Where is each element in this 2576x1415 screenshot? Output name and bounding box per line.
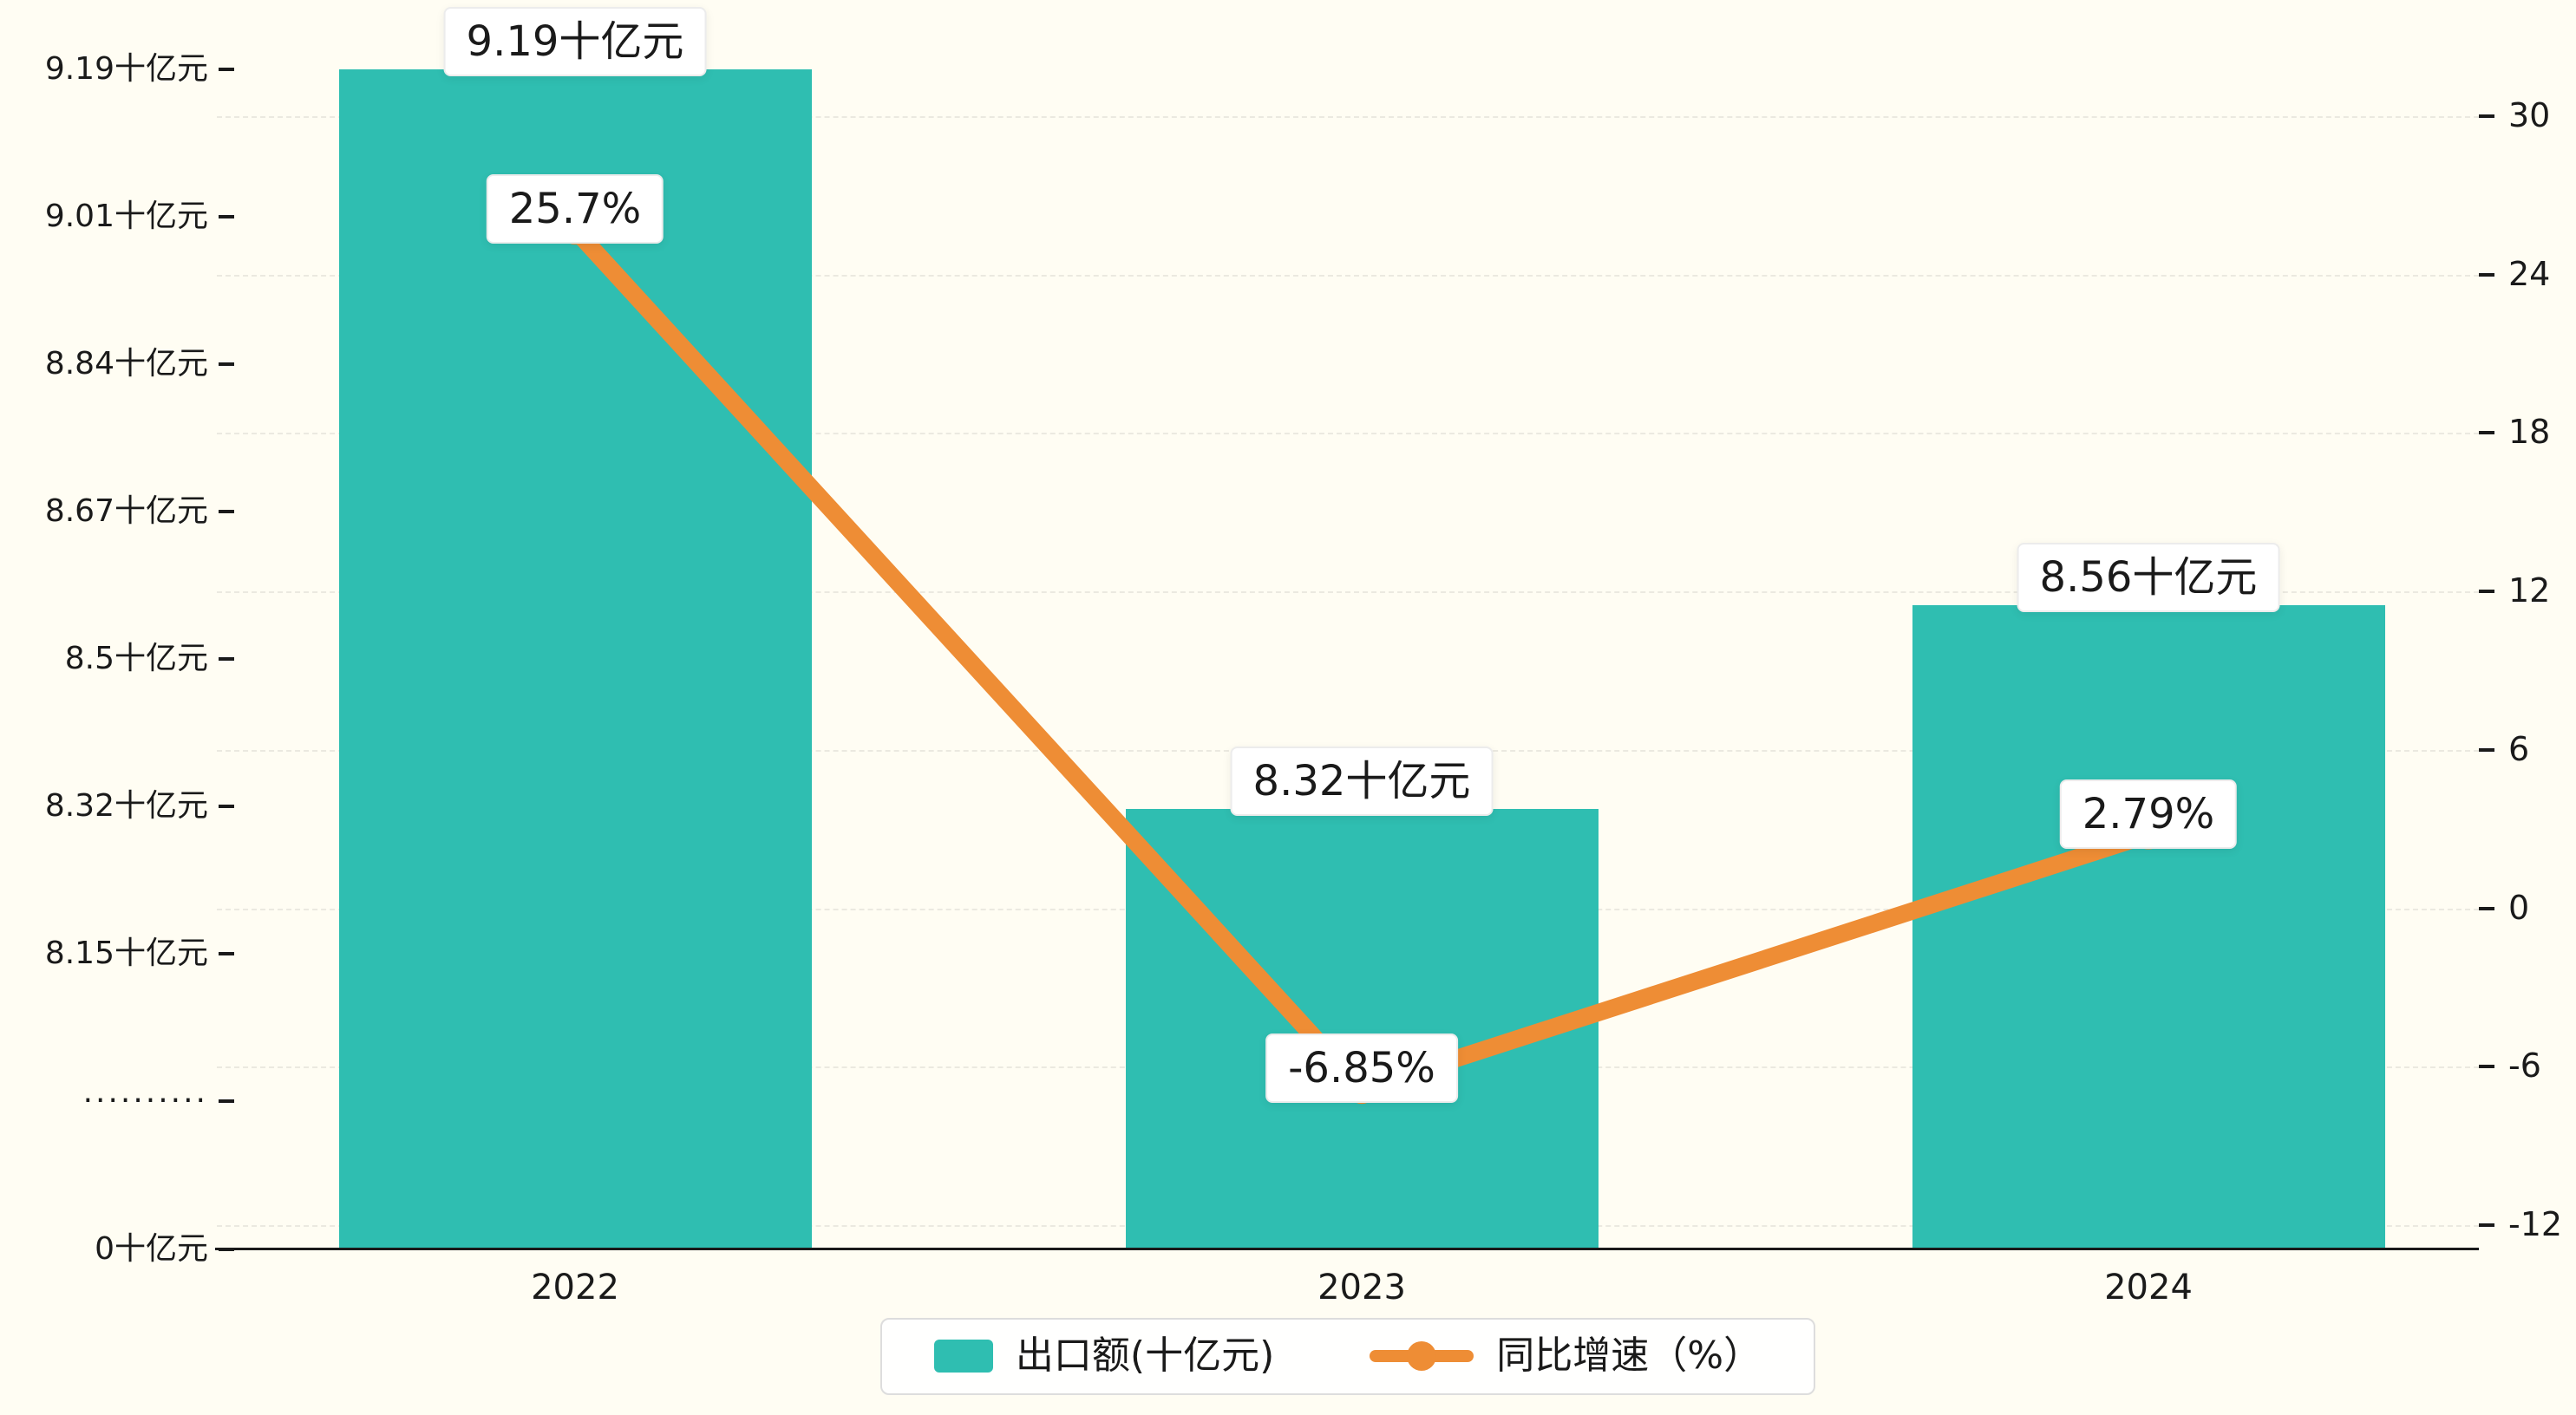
- legend: 出口额(十亿元) 同比增速（%）: [879, 1318, 1816, 1395]
- y-axis-right-tick-mark: [2479, 273, 2494, 277]
- x-axis-tick-label: 2023: [1317, 1268, 1406, 1307]
- x-axis-line: [215, 1248, 2479, 1250]
- y-axis-right-tick-label: 18: [2508, 413, 2551, 451]
- y-axis-left-tick-label: 8.5十亿元: [64, 641, 208, 676]
- y-axis-left-tick-label: 8.67十亿元: [44, 493, 208, 529]
- y-axis-right-tick-mark: [2479, 907, 2494, 910]
- growth-value-label: 2.79%: [2059, 779, 2238, 849]
- y-axis-left-tick-mark: [219, 510, 234, 513]
- bar-value-label: 8.32十亿元: [1230, 747, 1494, 817]
- line-series-marker-icon: [1407, 1341, 1437, 1372]
- y-axis-left-tick-label: 8.15十亿元: [44, 936, 208, 971]
- x-axis-tick-label: 2022: [531, 1268, 619, 1307]
- legend-label-growth: 同比增速（%）: [1496, 1333, 1762, 1378]
- growth-value-label: 25.7%: [486, 174, 664, 245]
- legend-item-export: 出口额(十亿元): [933, 1333, 1275, 1379]
- y-axis-left-tick-mark: [219, 215, 234, 218]
- legend-wrap: 出口额(十亿元) 同比增速（%）: [217, 1318, 2479, 1395]
- y-axis-left-tick-mark: [219, 68, 234, 71]
- gridline: [217, 116, 2479, 118]
- y-axis-right-tick-mark: [2479, 431, 2494, 434]
- y-axis-right-tick-label: 0: [2508, 889, 2530, 927]
- y-axis-left-tick-label: 8.84十亿元: [44, 346, 208, 381]
- y-axis-right-tick-label: 6: [2508, 730, 2530, 768]
- x-axis-tick-label: 2024: [2104, 1268, 2193, 1307]
- y-axis-right-tick-mark: [2479, 748, 2494, 752]
- y-axis-right-tick-mark: [2479, 1065, 2494, 1068]
- y-axis-left-tick-mark: [219, 362, 234, 366]
- bar-value-label: 8.56十亿元: [2017, 542, 2280, 612]
- y-axis-left-tick-mark: [219, 805, 234, 808]
- y-axis-right-tick-label: 30: [2508, 96, 2551, 134]
- y-axis-left-tick-label: 9.01十亿元: [44, 199, 208, 234]
- bar-value-label: 9.19十亿元: [443, 7, 707, 76]
- y-axis-right-tick-label: -6: [2508, 1047, 2541, 1085]
- y-axis-right-tick-label: 24: [2508, 255, 2551, 293]
- growth-value-label: -6.85%: [1265, 1034, 1458, 1104]
- y-axis-right-tick-label: -12: [2508, 1205, 2563, 1243]
- y-axis-left-tick-label: 0十亿元: [95, 1231, 208, 1267]
- legend-item-growth: 同比增速（%）: [1370, 1333, 1762, 1379]
- y-axis-left-tick-label: 9.19十亿元: [44, 51, 208, 87]
- legend-label-export: 出口额(十亿元): [1015, 1333, 1275, 1378]
- y-axis-left-tick-mark: [219, 1099, 234, 1103]
- y-axis-right-tick-mark: [2479, 590, 2494, 593]
- y-axis-left-tick-label: 8.32十亿元: [44, 788, 208, 824]
- y-axis-left-tick-mark: [219, 952, 234, 955]
- y-axis-left-tick-label: ··········: [82, 1083, 208, 1118]
- y-axis-right-tick-mark: [2479, 1223, 2494, 1227]
- y-axis-right-tick-label: 12: [2508, 571, 2551, 610]
- y-axis-left-tick-mark: [219, 657, 234, 661]
- line-series-swatch-icon: [1370, 1341, 1474, 1372]
- bar-series-swatch-icon: [933, 1340, 993, 1373]
- y-axis-right-tick-mark: [2479, 114, 2494, 118]
